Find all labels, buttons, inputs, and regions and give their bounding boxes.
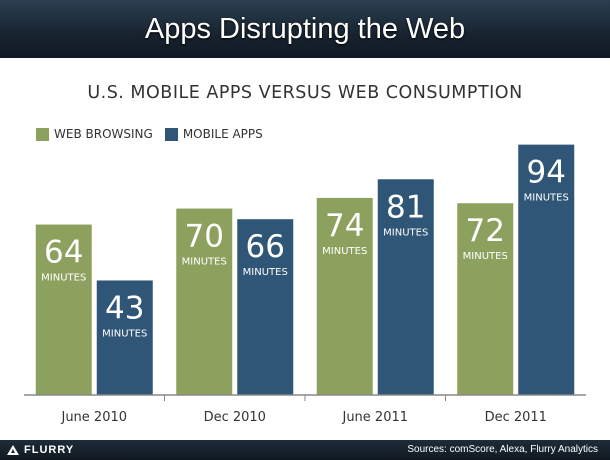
legend-item-web-browsing: WEB BROWSING	[36, 127, 153, 141]
unit-label-mobile-apps-0: MINUTES	[102, 328, 147, 339]
x-tick-label-3: Dec 2011	[485, 410, 547, 425]
bar-web-browsing-1	[176, 208, 233, 395]
x-tick-label-1: Dec 2010	[204, 410, 266, 425]
data-label-mobile-apps-3: 94	[527, 155, 566, 191]
data-label-mobile-apps-1: 66	[246, 229, 285, 265]
x-tick-label-0: June 2010	[60, 410, 127, 425]
data-label-web-browsing-2: 74	[325, 208, 364, 244]
unit-label-web-browsing-2: MINUTES	[322, 246, 367, 257]
data-label-mobile-apps-0: 43	[105, 290, 144, 326]
bar-mobile-apps-0	[96, 280, 153, 395]
x-tick-label-2: June 2011	[341, 410, 408, 425]
data-label-mobile-apps-2: 81	[386, 189, 425, 225]
unit-label-web-browsing-3: MINUTES	[463, 251, 508, 262]
bar-mobile-apps-1	[237, 219, 294, 395]
bar-mobile-apps-2	[377, 179, 434, 395]
chart-title: U.S. MOBILE APPS VERSUS WEB CONSUMPTION	[87, 83, 523, 103]
unit-label-mobile-apps-2: MINUTES	[383, 227, 428, 238]
brand-name: FLURRY	[24, 444, 75, 456]
legend-item-mobile-apps: MOBILE APPS	[164, 127, 263, 141]
sources-text: Sources: comScore, Alexa, Flurry Analyti…	[407, 444, 598, 455]
legend-swatch-web-browsing	[36, 127, 49, 141]
unit-label-web-browsing-0: MINUTES	[41, 273, 86, 284]
slide-title: Apps Disrupting the Web	[144, 12, 466, 45]
bar-web-browsing-3	[457, 203, 514, 395]
data-label-web-browsing-3: 72	[466, 213, 505, 249]
data-label-web-browsing-1: 70	[185, 219, 224, 255]
unit-label-web-browsing-1: MINUTES	[182, 257, 227, 268]
bar-chart: 64 MINUTES 43 MINUTES June 2010 70 MINUTES 66 MI…	[24, 144, 586, 425]
bar-mobile-apps-3	[518, 144, 575, 395]
header-bar: Apps Disrupting the Web	[0, 0, 610, 58]
flurry-logo-icon	[7, 445, 19, 455]
legend: WEB BROWSING MOBILE APPS	[36, 127, 275, 141]
footer-bar: FLURRY Sources: comScore, Alexa, Flurry …	[0, 440, 610, 460]
unit-label-mobile-apps-3: MINUTES	[524, 193, 569, 204]
bar-web-browsing-2	[316, 197, 373, 395]
data-label-web-browsing-0: 64	[44, 235, 83, 271]
legend-swatch-mobile-apps	[164, 127, 178, 141]
legend-label-web-browsing: WEB BROWSING	[54, 127, 153, 141]
bar-web-browsing-0	[35, 224, 92, 395]
legend-label-mobile-apps: MOBILE APPS	[182, 127, 263, 141]
unit-label-mobile-apps-1: MINUTES	[243, 267, 288, 278]
